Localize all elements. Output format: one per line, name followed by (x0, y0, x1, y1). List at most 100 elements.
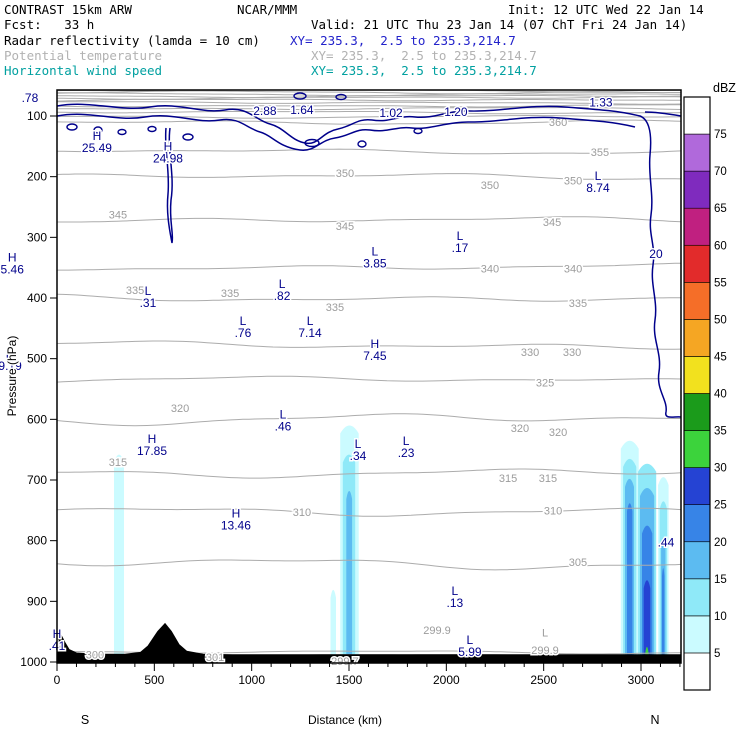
svg-text:325: 325 (536, 377, 554, 389)
svg-text:310: 310 (544, 505, 562, 517)
svg-text:7.45: 7.45 (363, 349, 387, 363)
svg-text:320: 320 (549, 427, 567, 439)
field1-xy-range: XY= 235.3, 2.5 to 235.3,214.7 (290, 33, 516, 48)
svg-text:9.19: 9.19 (0, 359, 22, 373)
svg-text:H: H (148, 432, 157, 446)
svg-text:.82: .82 (274, 289, 291, 303)
svg-text:340: 340 (564, 263, 582, 275)
svg-text:L: L (457, 229, 464, 243)
svg-text:300: 300 (86, 650, 104, 662)
y-axis-title: Pressure (hPa) (5, 336, 19, 417)
svg-text:55: 55 (714, 277, 727, 289)
svg-text:L: L (280, 407, 287, 421)
svg-text:L: L (467, 633, 474, 647)
svg-text:5.99: 5.99 (458, 645, 482, 659)
svg-text:1.64: 1.64 (290, 103, 314, 117)
svg-text:3.85: 3.85 (363, 257, 387, 271)
svg-text:350: 350 (481, 180, 499, 192)
reflectivity-fill-layer (114, 425, 669, 663)
svg-text:355: 355 (591, 147, 609, 159)
svg-text:17.85: 17.85 (137, 444, 167, 458)
model-config-label: CONTRAST 15km ARW (4, 2, 132, 17)
svg-text:L: L (372, 245, 379, 259)
field1-name-label: Radar reflectivity (lamda = 10 cm) (4, 33, 260, 48)
svg-text:.13: .13 (447, 596, 464, 610)
svg-text:299.9: 299.9 (423, 625, 451, 637)
colorbar-title: dBZ (713, 81, 736, 95)
svg-text:500: 500 (144, 673, 164, 687)
svg-text:H: H (164, 140, 173, 154)
svg-text:45: 45 (714, 351, 727, 363)
svg-text:5: 5 (714, 648, 720, 660)
svg-text:335: 335 (126, 285, 144, 297)
svg-text:2.88: 2.88 (253, 104, 277, 118)
svg-text:35: 35 (714, 426, 727, 438)
svg-text:299.9: 299.9 (531, 645, 559, 657)
svg-text:900: 900 (27, 594, 47, 608)
field2-xy-range: XY= 235.3, 2.5 to 235.3,214.7 (311, 48, 537, 63)
svg-text:20: 20 (714, 537, 727, 549)
svg-text:65: 65 (714, 203, 727, 215)
svg-text:330: 330 (563, 347, 581, 359)
svg-text:30: 30 (714, 463, 727, 475)
svg-text:.46: .46 (275, 419, 292, 433)
svg-text:1.33: 1.33 (589, 95, 613, 109)
svg-text:335: 335 (221, 288, 239, 300)
svg-text:315: 315 (499, 473, 517, 485)
valid-time-label: Valid: 21 UTC Thu 23 Jan 14 (07 ChT Fri … (311, 17, 688, 32)
svg-text:L: L (307, 314, 314, 328)
svg-text:20: 20 (649, 247, 663, 261)
svg-text:350: 350 (336, 168, 354, 180)
svg-text:.76: .76 (235, 326, 252, 340)
svg-text:345: 345 (336, 221, 354, 233)
svg-text:.23: .23 (398, 446, 415, 460)
svg-text:600: 600 (27, 412, 47, 426)
svg-text:1500: 1500 (336, 673, 363, 687)
svg-text:L: L (403, 434, 410, 448)
svg-text:360: 360 (549, 117, 567, 129)
org-label: NCAR/MMM (237, 2, 298, 17)
svg-text:200: 200 (27, 170, 47, 184)
svg-text:N: N (651, 713, 660, 727)
svg-text:50: 50 (714, 314, 727, 326)
svg-text:L: L (145, 284, 152, 298)
svg-text:L: L (595, 169, 602, 183)
forecast-hour-label: Fcst: 33 h (4, 17, 95, 32)
svg-text:40: 40 (714, 389, 727, 401)
svg-text:8.74: 8.74 (586, 181, 610, 195)
x-axis-title: Distance (km) (308, 713, 382, 727)
svg-text:300: 300 (27, 230, 47, 244)
svg-text:L: L (452, 584, 459, 598)
field3-name-label: Horizontal wind speed (4, 63, 163, 78)
svg-text:75: 75 (714, 129, 727, 141)
svg-text:1.02: 1.02 (379, 106, 403, 120)
svg-text:299.7: 299.7 (331, 656, 359, 668)
svg-text:320: 320 (511, 423, 529, 435)
svg-text:350: 350 (564, 175, 582, 187)
svg-text:3000: 3000 (628, 673, 655, 687)
terrain-layer (57, 622, 681, 663)
svg-text:1000: 1000 (20, 655, 47, 669)
svg-text:800: 800 (27, 534, 47, 548)
svg-text:13.46: 13.46 (221, 519, 251, 533)
svg-text:315: 315 (109, 457, 127, 469)
svg-text:2000: 2000 (433, 673, 460, 687)
svg-text:H: H (232, 507, 241, 521)
svg-text:500: 500 (27, 352, 47, 366)
svg-text:L: L (279, 277, 286, 291)
svg-text:H: H (93, 129, 102, 143)
svg-text:1000: 1000 (238, 673, 265, 687)
svg-text:2500: 2500 (530, 673, 557, 687)
svg-text:310: 310 (293, 507, 311, 519)
svg-text:335: 335 (326, 302, 344, 314)
theta-label-layer: 360 355 350 350 350 345 345 345 340 340 335 335 335 3… (84, 116, 610, 670)
colorbar: 5 10 15 20 25 30 35 40 45 50 55 60 65 70 75 dBZ (683, 80, 738, 691)
svg-text:0: 0 (54, 673, 61, 687)
wind-contour-layer (57, 92, 681, 418)
svg-text:S: S (81, 713, 89, 727)
svg-text:345: 345 (543, 217, 561, 229)
svg-text:301: 301 (206, 652, 224, 664)
axes-layer: 0 500 1000 1500 2000 2500 3000 100 200 300 400 500 6… (4, 89, 682, 729)
